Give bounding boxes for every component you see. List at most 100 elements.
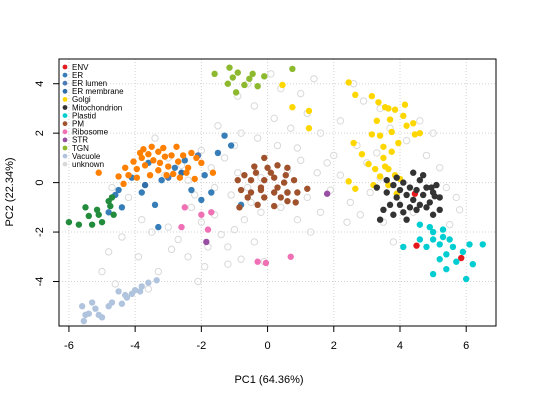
point-pm <box>304 186 310 192</box>
point-green-class <box>82 204 88 210</box>
point-orange-class <box>145 151 151 157</box>
point-tgn <box>289 66 295 72</box>
x-tick-label: 4 <box>397 340 403 352</box>
point-mitochondrion <box>393 174 399 180</box>
point-ribosome <box>178 224 184 230</box>
point-mitochondrion <box>437 207 443 213</box>
point-tgn <box>261 73 267 79</box>
point-pm <box>278 194 284 200</box>
point-vacuole <box>81 318 87 324</box>
legend-marker-er <box>63 73 68 78</box>
point-mitochondrion <box>397 202 403 208</box>
point-plastid <box>423 244 429 250</box>
point-golgi <box>410 120 416 126</box>
point-er <box>208 189 214 195</box>
point-golgi <box>279 82 285 88</box>
point-plastid <box>400 244 406 250</box>
point-plastid <box>466 241 472 247</box>
point-orange-class <box>180 152 186 158</box>
legend-marker-vacuole <box>63 154 68 159</box>
point-mitochondrion <box>400 209 406 215</box>
point-orange-class <box>163 172 169 178</box>
point-golgi <box>382 163 388 169</box>
legend-marker-str <box>63 138 68 143</box>
point-pm <box>291 177 297 183</box>
point-plastid <box>443 266 449 272</box>
point-orange-class <box>183 170 189 176</box>
point-pm <box>235 177 241 183</box>
point-golgi <box>389 149 395 155</box>
point-orange-class <box>142 162 148 168</box>
point-golgi <box>289 104 295 110</box>
point-mitochondrion <box>410 197 416 203</box>
legend-marker-ribosome <box>63 129 68 134</box>
point-golgi <box>377 173 383 179</box>
point-green-class <box>99 219 105 225</box>
y-tick-label: 4 <box>34 81 46 87</box>
point-mitochondrion <box>410 170 416 176</box>
point-orange-class <box>96 170 102 176</box>
point-mitochondrion <box>413 187 419 193</box>
point-orange-class <box>120 181 126 187</box>
point-orange-class <box>134 174 140 180</box>
point-golgi <box>345 178 351 184</box>
point-orange-class <box>130 158 136 164</box>
point-pm <box>294 189 300 195</box>
point-er <box>188 187 194 193</box>
legend-marker-golgi <box>63 97 68 102</box>
point-orange-class <box>210 170 216 176</box>
point-pm <box>248 177 254 183</box>
point-vacuole <box>139 283 145 289</box>
point-pm <box>261 194 267 200</box>
point-pm <box>253 170 259 176</box>
point-golgi <box>380 144 386 150</box>
point-golgi <box>392 106 398 112</box>
point-tgn <box>225 81 231 87</box>
point-orange-class <box>192 176 198 182</box>
point-plastid <box>427 224 433 230</box>
point-golgi <box>387 116 393 122</box>
point-er <box>139 189 145 195</box>
point-pm <box>271 189 277 195</box>
point-golgi <box>350 140 356 146</box>
point-mitochondrion <box>403 192 409 198</box>
point-tgn <box>233 89 239 95</box>
point-golgi <box>352 92 358 98</box>
point-golgi <box>385 105 391 111</box>
point-ribosome <box>263 260 269 266</box>
point-orange-class <box>193 155 199 161</box>
point-orange-class <box>170 171 176 177</box>
legend-label-unknown: unknown <box>72 160 104 169</box>
point-tgn <box>249 71 255 77</box>
point-tgn <box>241 82 247 88</box>
point-plastid <box>437 241 443 247</box>
point-golgi <box>352 186 358 192</box>
point-pm <box>245 194 251 200</box>
point-orange-class <box>125 172 131 178</box>
point-ribosome <box>208 209 214 215</box>
point-tgn <box>226 64 232 70</box>
legend-marker-er-membrane <box>63 89 68 94</box>
point-golgi <box>400 113 406 119</box>
point-pm <box>284 198 290 204</box>
point-green-class <box>109 194 115 200</box>
point-er <box>115 187 121 193</box>
point-vacuole <box>82 312 88 318</box>
point-vacuole <box>89 299 95 305</box>
y-tick-label: -2 <box>34 227 46 237</box>
point-golgi <box>395 140 401 146</box>
point-green-class <box>89 221 95 227</box>
point-mitochondrion <box>377 216 383 222</box>
point-plastid <box>463 276 469 282</box>
legend-marker-env <box>63 65 68 70</box>
point-orange-class <box>177 174 183 180</box>
point-orange-class <box>173 144 179 150</box>
point-golgi <box>369 93 375 99</box>
point-golgi <box>374 118 380 124</box>
point-vacuole <box>124 294 130 300</box>
point-golgi <box>389 129 395 135</box>
legend-marker-mitochondrion <box>63 105 68 110</box>
point-mitochondrion <box>430 212 436 218</box>
